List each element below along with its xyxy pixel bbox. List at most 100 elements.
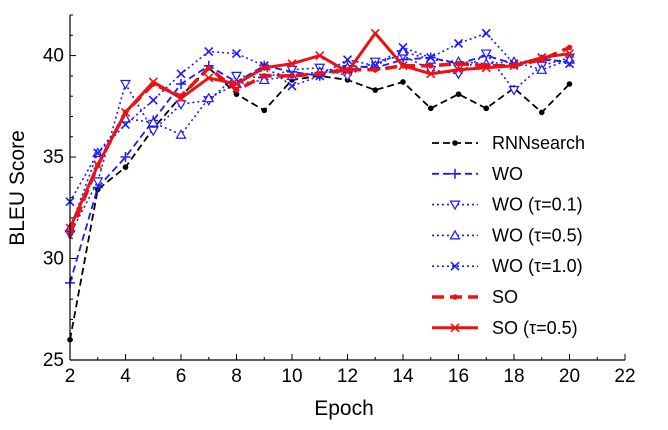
y-tick-label: 25	[43, 350, 64, 371]
x-tick-label: 18	[503, 366, 524, 387]
series-7-point	[204, 73, 214, 83]
x-tick-label: 16	[448, 366, 469, 387]
legend-point	[449, 200, 461, 211]
series-5-point	[231, 48, 242, 59]
x-tick-label: 6	[176, 366, 187, 387]
series-7-point	[564, 48, 575, 59]
legend-label: WO (τ=0.1)	[492, 195, 583, 215]
series-4-point	[397, 45, 409, 56]
series-7-point	[231, 79, 242, 89]
legend-point	[449, 229, 461, 240]
series-3-point	[92, 177, 104, 188]
series-1-point	[400, 79, 406, 85]
x-tick-label: 4	[120, 366, 131, 387]
legend-label: SO (τ=0.5)	[492, 318, 578, 338]
series-1-point	[538, 109, 545, 116]
series-5-point	[453, 38, 464, 48]
x-tick-label: 20	[559, 366, 580, 387]
y-tick-label: 30	[43, 249, 64, 270]
legend-point	[452, 140, 458, 146]
series-1-point	[261, 107, 268, 114]
series-2-point	[176, 79, 186, 89]
series-3-point	[341, 71, 354, 82]
series-3-point	[508, 85, 520, 96]
series-5-point	[93, 148, 103, 158]
series-5-point	[342, 55, 353, 65]
x-tick-label: 12	[337, 366, 358, 387]
series-7-point	[148, 77, 158, 87]
series-4-point	[203, 92, 215, 103]
legend-label: WO (τ=1.0)	[492, 256, 583, 276]
series-7-point	[481, 63, 491, 73]
series-5-point	[481, 28, 491, 38]
series-5-point	[176, 69, 186, 79]
legend-point	[452, 294, 458, 300]
y-axis-label: BLEU Score	[6, 130, 29, 246]
legend: RNNsearch WO WO (τ=0.1) WO (τ=0.5) WO (τ=1.0…	[432, 133, 585, 338]
series-7-point	[287, 59, 297, 69]
series-3-point	[480, 49, 492, 60]
legend-point	[450, 261, 460, 271]
series-5-point	[204, 46, 214, 57]
x-tick-label: 8	[231, 366, 242, 387]
series-3-point	[230, 71, 243, 82]
series-5-point	[120, 120, 131, 130]
series-1-point	[233, 91, 240, 97]
series-1-point	[372, 87, 379, 93]
series-1-point	[566, 81, 573, 87]
series-6-point	[566, 44, 573, 51]
x-tick-label: 2	[65, 366, 76, 387]
legend-label: SO	[492, 287, 518, 307]
series-1-point	[427, 105, 434, 112]
series-4-point	[536, 64, 548, 74]
series-5-point	[287, 81, 297, 91]
x-tick-label: 14	[392, 366, 414, 387]
series-5-point	[564, 59, 575, 69]
series-4-point	[147, 116, 159, 127]
legend-label: WO	[492, 164, 523, 184]
series-7-point	[509, 61, 519, 71]
series-1-point	[455, 91, 462, 97]
series-6-point	[372, 66, 379, 73]
x-tick-label: 10	[281, 366, 302, 387]
series-7-point	[453, 65, 464, 75]
series-6-point	[289, 73, 295, 79]
x-tick-label: 22	[614, 366, 635, 387]
legend-point	[450, 323, 460, 333]
series-7-point	[342, 67, 353, 77]
series-7-point	[93, 160, 103, 170]
series-7-point	[370, 28, 380, 38]
axes-layer: 2 4 6 8 10 12 14 16 18 20 22 25 30 35 40	[43, 14, 636, 387]
series-2-point	[120, 152, 131, 163]
legend-point	[450, 168, 460, 179]
series-7-point	[120, 107, 131, 117]
series-3-point	[175, 100, 187, 111]
legend-label: RNNsearch	[492, 133, 585, 153]
series-7-point	[259, 63, 269, 73]
y-tick-label: 40	[43, 46, 64, 67]
series-7-point	[315, 51, 325, 61]
legend-label: WO (τ=0.5)	[492, 225, 583, 245]
x-axis-label: Epoch	[314, 397, 374, 420]
series-6-point	[427, 62, 434, 69]
series-5-point	[426, 53, 436, 63]
series-6-point	[455, 60, 462, 67]
series-5-point	[398, 42, 408, 53]
y-tick-label: 35	[43, 147, 64, 168]
series-1-point	[483, 105, 490, 112]
series-3-point	[147, 126, 159, 137]
series-3-point	[119, 79, 132, 90]
series-7	[65, 28, 575, 233]
series-7-point	[426, 69, 436, 79]
series-6-point	[261, 73, 268, 79]
series-7-point	[176, 93, 186, 103]
series-7-point	[398, 61, 408, 71]
series-6-point	[233, 87, 240, 93]
series-4-point	[258, 74, 270, 85]
series-6-point	[205, 64, 212, 71]
series-6-point	[316, 71, 323, 77]
series-4-point	[175, 129, 187, 139]
series-layer	[64, 28, 576, 343]
series-1-point	[122, 164, 129, 171]
